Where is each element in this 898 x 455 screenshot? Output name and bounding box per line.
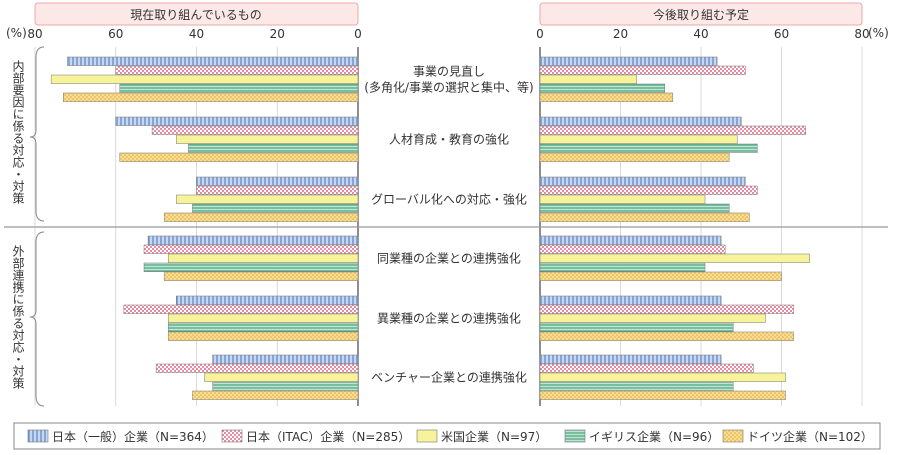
bar-current (163, 212, 359, 222)
legend: 日本（一般）企業（N=364） 日本（ITAC）企業（N=285） 米国企業（N=9… (27, 429, 873, 444)
bar-planned (539, 381, 734, 391)
bar-current (176, 134, 359, 144)
tick-label: 60 (774, 27, 789, 41)
tick-label: 20 (270, 27, 285, 41)
bar-current (147, 235, 359, 245)
bar-current (115, 65, 359, 75)
bar-current (167, 322, 359, 332)
tick-label: 80 (27, 27, 42, 41)
bar-planned (539, 212, 750, 222)
panel-title-box-current (34, 2, 359, 26)
bar-current (119, 83, 359, 93)
bar-planned (539, 176, 746, 186)
bar-planned (539, 295, 722, 305)
legend-swatch (221, 429, 243, 443)
group-bracket-internal (29, 46, 45, 222)
tick-label: 0 (536, 27, 544, 41)
legend-label: 日本（ITAC）企業（N=285） (246, 429, 410, 444)
bar-planned (539, 313, 766, 323)
bar-current (155, 363, 359, 373)
legend-swatch (27, 429, 49, 443)
bar-current (63, 92, 359, 102)
axis-unit-current: (%) (6, 26, 27, 40)
bar-current (143, 262, 359, 272)
bar-current (196, 176, 359, 186)
bar-planned (539, 185, 758, 195)
bar-current (143, 244, 359, 254)
bar-current (167, 313, 359, 323)
category-label: グローバル化への対応・強化 (371, 193, 527, 207)
category-label: 人材育成・教育の強化 (389, 132, 509, 147)
bar-current (115, 116, 359, 126)
category-label: (多角化/事業の選択と集中、等) (364, 80, 533, 95)
bar-planned (539, 116, 742, 126)
legend-swatch (564, 429, 586, 443)
bar-planned (539, 134, 738, 144)
panel-title-planned: 今後取り組む予定 (653, 7, 749, 22)
category-label: 事業の見直し (413, 65, 485, 79)
tick-label: 40 (693, 27, 708, 41)
bar-planned (539, 331, 794, 341)
bar-planned (539, 253, 810, 263)
category-label: ベンチャー企業との連携強化 (371, 370, 527, 385)
bar-planned (539, 125, 806, 135)
bar-current (163, 271, 359, 281)
bar-current (50, 74, 359, 84)
bar-current (167, 331, 359, 341)
legend-swatch (416, 429, 438, 443)
panel-title-current: 現在取り組んでいるもの (130, 8, 261, 22)
tick-label: 80 (854, 27, 869, 41)
bar-planned (539, 56, 718, 66)
bar-planned (539, 152, 730, 162)
bar-planned (539, 262, 706, 272)
panel-title-box-planned (539, 2, 863, 26)
bar-current (176, 194, 359, 204)
legend-swatch (722, 429, 744, 443)
bar-current (151, 125, 359, 135)
tick-label: 40 (189, 27, 204, 41)
group-bracket-external (29, 231, 45, 407)
bar-current (176, 295, 359, 305)
bar-planned (539, 235, 722, 245)
bar-current (204, 372, 359, 382)
bar-current (123, 304, 359, 314)
legend-label: イギリス企業（N=96） (589, 429, 719, 444)
tick-label: 60 (108, 27, 123, 41)
bar-planned (539, 304, 794, 314)
tick-label: 20 (613, 27, 628, 41)
legend-label: 日本（一般）企業（N=364） (52, 429, 214, 444)
bar-current (196, 185, 359, 195)
bar-planned (539, 194, 706, 204)
category-label: 異業種の企業との連携強化 (377, 311, 521, 326)
axis-unit-planned: (%) (868, 26, 889, 40)
bar-planned (539, 203, 730, 213)
group-label-external: 外部連携に係る対応・対策 (11, 245, 25, 389)
bar-planned (539, 390, 786, 400)
bar-planned (539, 363, 754, 373)
bar-planned (539, 92, 674, 102)
bar-current (212, 354, 359, 364)
bar-planned (539, 74, 637, 84)
bar-current (192, 390, 359, 400)
group-label-internal: 内部要因に係る対応・対策 (11, 60, 25, 204)
bar-planned (539, 143, 758, 153)
bar-current (67, 56, 359, 66)
bar-planned (539, 322, 734, 332)
legend-label: 米国企業（N=97） (441, 429, 547, 444)
tick-label: 0 (354, 27, 362, 41)
bar-current (212, 381, 359, 391)
bar-current (188, 143, 359, 153)
category-label: 同業種の企業との連携強化 (377, 251, 521, 266)
bar-planned (539, 271, 782, 281)
bar-current (167, 253, 359, 263)
bar-planned (539, 65, 746, 75)
bar-planned (539, 83, 666, 93)
legend-label: ドイツ企業（N=102） (747, 429, 873, 444)
bar-planned (539, 354, 722, 364)
bar-current (192, 203, 359, 213)
bar-planned (539, 244, 726, 254)
bar-planned (539, 372, 786, 382)
bar-current (119, 152, 359, 162)
